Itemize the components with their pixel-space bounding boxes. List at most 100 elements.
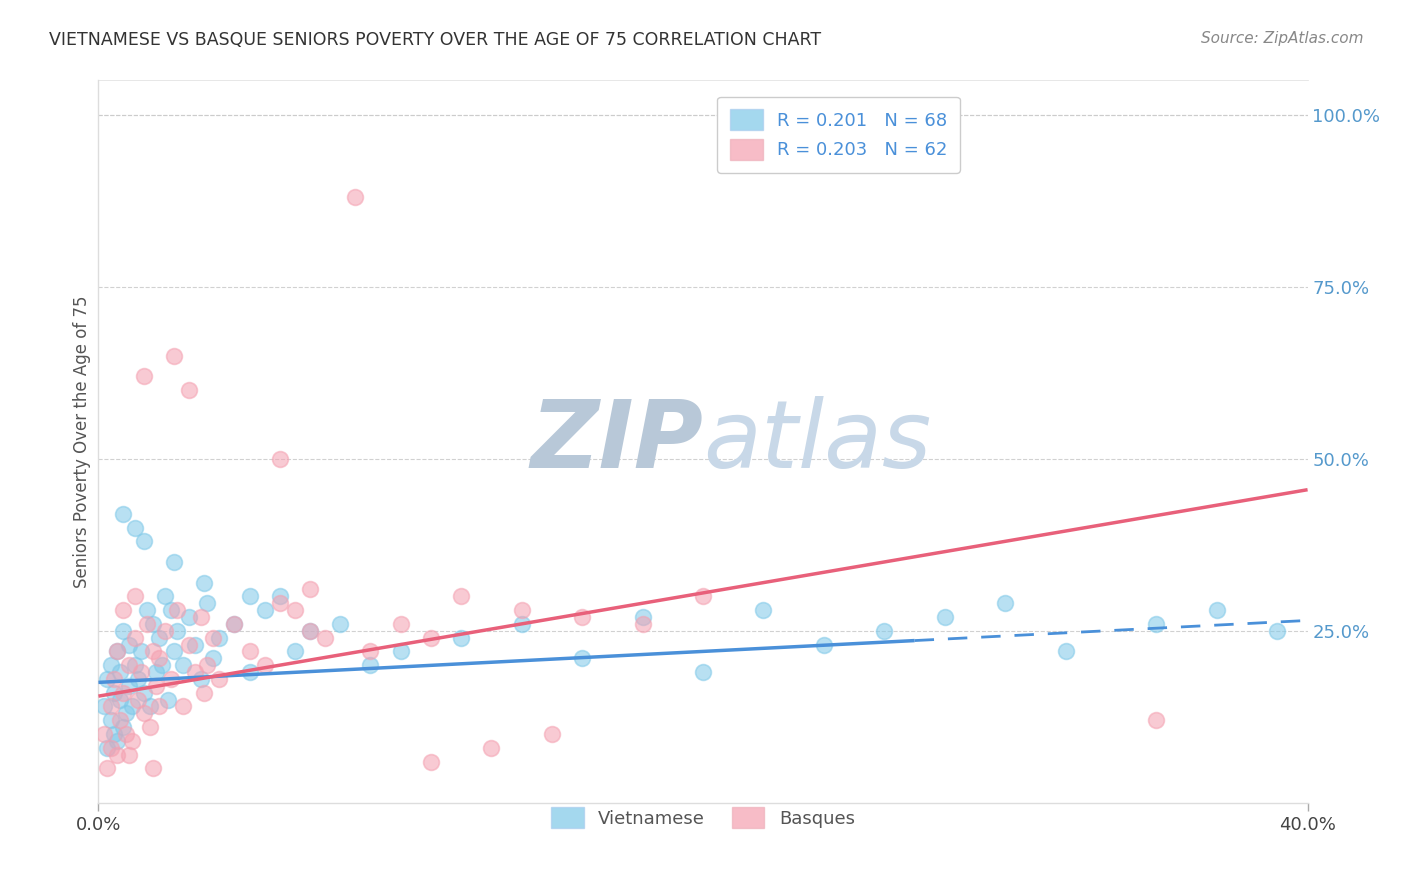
Point xyxy=(450,631,472,645)
Point xyxy=(239,665,262,679)
Text: Source: ZipAtlas.com: Source: ZipAtlas.com xyxy=(1201,31,1364,46)
Point xyxy=(450,590,472,604)
Point xyxy=(111,507,134,521)
Point xyxy=(166,603,188,617)
Point xyxy=(148,651,170,665)
Point xyxy=(105,644,128,658)
Point xyxy=(540,727,562,741)
Point xyxy=(195,596,218,610)
Point xyxy=(160,603,183,617)
Point xyxy=(105,644,128,658)
Point xyxy=(163,555,186,569)
Point xyxy=(145,679,167,693)
Point xyxy=(239,644,262,658)
Point xyxy=(132,369,155,384)
Point xyxy=(344,190,367,204)
Point xyxy=(142,616,165,631)
Point xyxy=(111,603,134,617)
Point xyxy=(253,603,276,617)
Point xyxy=(179,638,201,652)
Point xyxy=(360,658,382,673)
Point xyxy=(1206,603,1229,617)
Point xyxy=(124,520,146,534)
Point xyxy=(163,349,186,363)
Point xyxy=(184,665,207,679)
Point xyxy=(284,644,307,658)
Point xyxy=(145,665,167,679)
Point xyxy=(481,740,503,755)
Point xyxy=(153,590,176,604)
Point xyxy=(166,624,188,638)
Point xyxy=(202,651,225,665)
Point xyxy=(148,699,170,714)
Point xyxy=(156,692,179,706)
Point xyxy=(103,672,125,686)
Point xyxy=(150,658,173,673)
Point xyxy=(96,761,118,775)
Point xyxy=(179,383,201,397)
Point xyxy=(184,638,207,652)
Point xyxy=(103,686,125,700)
Point xyxy=(208,631,231,645)
Point xyxy=(752,603,775,617)
Point xyxy=(135,616,157,631)
Point xyxy=(329,616,352,631)
Point xyxy=(108,713,131,727)
Text: VIETNAMESE VS BASQUE SENIORS POVERTY OVER THE AGE OF 75 CORRELATION CHART: VIETNAMESE VS BASQUE SENIORS POVERTY OVE… xyxy=(49,31,821,49)
Text: ZIP: ZIP xyxy=(530,395,703,488)
Point xyxy=(132,706,155,721)
Point xyxy=(96,672,118,686)
Point xyxy=(208,672,231,686)
Point xyxy=(100,740,122,755)
Point xyxy=(111,686,134,700)
Point xyxy=(111,624,134,638)
Point xyxy=(299,624,322,638)
Point xyxy=(269,451,291,466)
Point xyxy=(813,638,835,652)
Point xyxy=(510,603,533,617)
Text: atlas: atlas xyxy=(703,396,931,487)
Point xyxy=(118,658,141,673)
Point xyxy=(571,610,593,624)
Point xyxy=(190,672,212,686)
Point xyxy=(510,616,533,631)
Point xyxy=(103,727,125,741)
Point xyxy=(118,638,141,652)
Point xyxy=(1144,616,1167,631)
Point xyxy=(193,575,215,590)
Point xyxy=(224,616,246,631)
Point xyxy=(108,692,131,706)
Point xyxy=(190,610,212,624)
Point xyxy=(314,631,336,645)
Point xyxy=(239,590,262,604)
Point xyxy=(202,631,225,645)
Point xyxy=(172,658,194,673)
Point xyxy=(1144,713,1167,727)
Point xyxy=(160,672,183,686)
Point xyxy=(124,658,146,673)
Point xyxy=(139,699,162,714)
Point xyxy=(118,679,141,693)
Point xyxy=(631,610,654,624)
Point xyxy=(132,534,155,549)
Point xyxy=(1267,624,1289,638)
Point xyxy=(299,624,322,638)
Point xyxy=(269,596,291,610)
Point xyxy=(873,624,896,638)
Point xyxy=(100,713,122,727)
Point xyxy=(692,590,714,604)
Point xyxy=(105,734,128,748)
Point xyxy=(124,631,146,645)
Point xyxy=(108,665,131,679)
Point xyxy=(163,644,186,658)
Point xyxy=(127,672,149,686)
Point xyxy=(118,747,141,762)
Point xyxy=(148,631,170,645)
Point xyxy=(114,727,136,741)
Point xyxy=(631,616,654,631)
Point xyxy=(127,692,149,706)
Point xyxy=(934,610,956,624)
Point xyxy=(1054,644,1077,658)
Point xyxy=(360,644,382,658)
Point xyxy=(139,720,162,734)
